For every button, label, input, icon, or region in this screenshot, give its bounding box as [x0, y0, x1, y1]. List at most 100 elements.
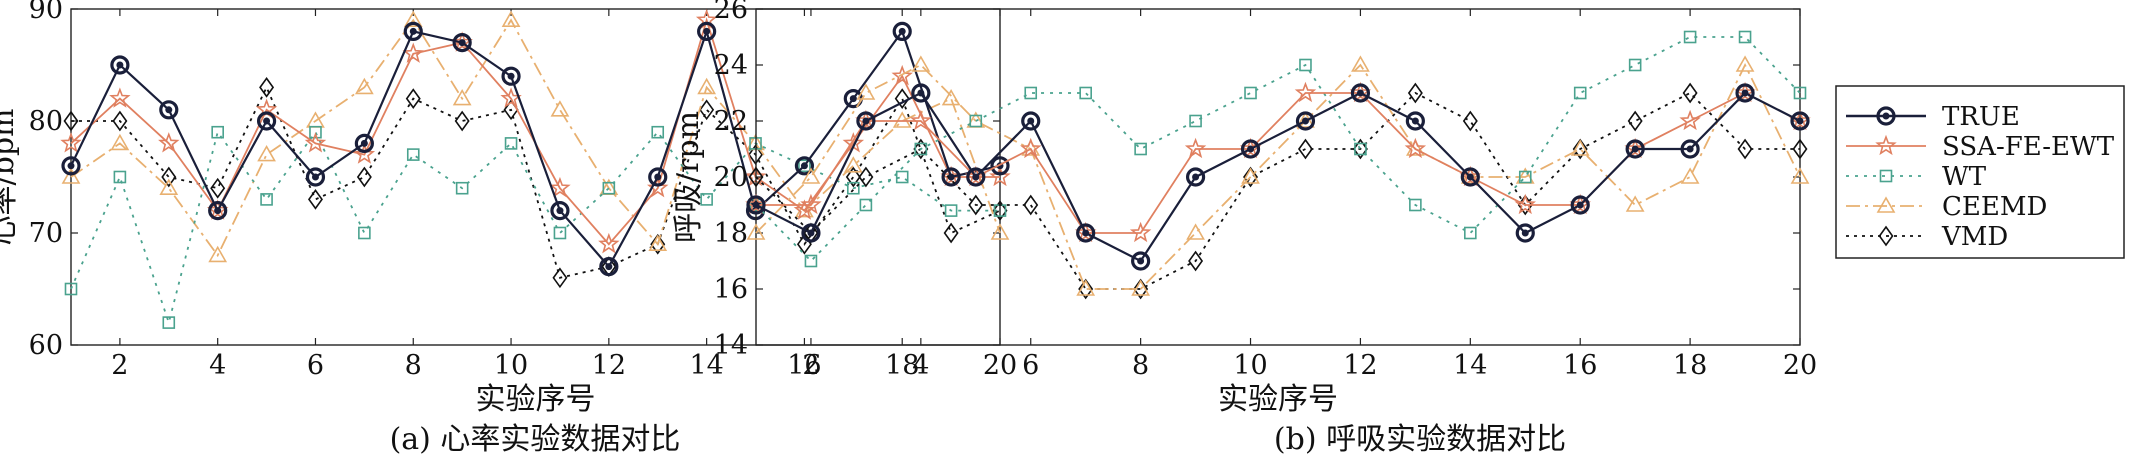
hr-point-true	[648, 167, 668, 187]
hr-point-true-outer	[697, 21, 717, 41]
hr-point-true-outer	[256, 111, 277, 131]
rr-point-ceemd	[1735, 55, 1755, 72]
legend-entry-wt: WT	[1846, 162, 1987, 192]
rr-point-true-inner	[1082, 229, 1090, 237]
hr-series-true	[61, 21, 1010, 277]
hr-point-wt	[651, 125, 665, 139]
hr-x-axis-label: 实验序号	[476, 382, 596, 417]
hr-point-true	[354, 133, 374, 153]
hr-point-true-outer	[648, 167, 668, 187]
hr-point-wt	[895, 170, 909, 184]
rr-xtick-label: 12	[1343, 350, 1377, 381]
rr-point-ceemd	[1570, 139, 1590, 156]
rr-point-true-inner	[1576, 201, 1584, 209]
legend-entry-true: TRUE	[1846, 102, 2020, 132]
hr-y-axis-label: 心率/bpm	[0, 109, 21, 246]
hr-point-ceemd	[354, 77, 374, 95]
hr-point-ceemd	[697, 77, 717, 95]
rr-ytick-label: 20	[714, 162, 748, 193]
hr-point-true-inner	[67, 162, 75, 170]
rr-point-true-outer	[1350, 83, 1371, 103]
rr-point-true-inner	[1247, 145, 1255, 153]
rr-line-ceemd	[755, 62, 1801, 290]
hr-point-true	[256, 111, 277, 131]
hr-xtick-label: 8	[405, 350, 422, 381]
rr-series-ceemd	[746, 55, 1810, 296]
hr-point-vmd	[210, 177, 226, 199]
rr-point-wt	[1079, 86, 1092, 100]
hr-point-wt	[309, 125, 322, 139]
hr-point-ssa-fe-ewt	[989, 165, 1011, 187]
rr-point-wt	[1683, 30, 1697, 44]
rr-point-true-inner	[972, 173, 980, 181]
hr-point-true-outer	[941, 167, 961, 187]
hr-point-true	[110, 55, 130, 75]
hr-point-vmd	[307, 189, 323, 210]
hr-point-true-inner	[165, 106, 173, 114]
rr-point-wt	[1628, 58, 1642, 72]
rr-point-ceemd	[1021, 139, 1041, 156]
hr-point-true-inner	[360, 139, 368, 147]
rr-point-vmd	[1462, 110, 1478, 132]
legend-marker-vmd	[1878, 225, 1894, 247]
legend-entry-ssa-fe-ewt: SSA-FE-EWT	[1846, 132, 2115, 162]
rr-point-vmd	[1737, 138, 1753, 160]
rr-point-true-outer	[1021, 111, 1041, 131]
hr-point-wt	[553, 226, 567, 240]
hr-line-ceemd	[70, 18, 1001, 258]
rr-point-ssa-fe-ewt	[1514, 193, 1536, 215]
hr-point-true	[501, 66, 521, 86]
rr-point-vmd	[1792, 138, 1808, 160]
rr-point-ceemd	[1241, 167, 1260, 184]
hr-xtick-label: 14	[689, 350, 723, 381]
hr-series-ssa-fe-ewt	[60, 8, 1011, 254]
hr-point-wt	[406, 148, 420, 161]
rr-point-true-inner	[1686, 145, 1694, 153]
legend-label-ceemd: CEEMD	[1942, 192, 2047, 222]
hr-point-ssa-fe-ewt	[891, 64, 913, 86]
hr-point-true-inner	[214, 207, 222, 215]
hr-point-ceemd	[61, 167, 81, 184]
rr-xtick-label: 2	[802, 350, 819, 381]
rr-point-vmd	[748, 166, 764, 188]
rr-series-true	[746, 83, 1810, 271]
hr-point-true-inner	[116, 61, 124, 69]
rr-point-ssa-fe-ewt	[1294, 81, 1317, 103]
hr-point-true	[794, 156, 815, 176]
hr-point-vmd	[894, 88, 910, 109]
rr-point-ceemd	[1131, 279, 1151, 296]
hr-point-true-inner	[654, 173, 662, 181]
rr-point-ssa-fe-ewt	[1184, 137, 1207, 159]
rr-point-true	[1790, 111, 1810, 131]
hr-point-ssa-fe-ewt	[109, 87, 131, 108]
hr-point-true	[892, 21, 912, 41]
rr-point-true-inner	[1466, 173, 1474, 181]
hr-point-ssa-fe-ewt	[60, 132, 82, 153]
hr-point-true-outer	[550, 201, 570, 221]
hr-point-ceemd	[550, 100, 570, 117]
legend-label-ssa-fe-ewt: SSA-FE-EWT	[1942, 132, 2115, 162]
rr-point-true-inner	[917, 89, 925, 97]
hr-point-ssa-fe-ewt	[402, 42, 424, 63]
rr-point-wt	[1299, 58, 1312, 72]
hr-point-ssa-fe-ewt	[353, 143, 376, 164]
hr-point-vmd	[650, 233, 666, 255]
hr-point-true	[61, 156, 81, 176]
legend-marker-true	[1876, 106, 1896, 126]
rr-point-true-inner	[1796, 117, 1804, 125]
hr-ytick-label: 90	[29, 0, 63, 25]
legend-marker-true-outer	[1876, 106, 1896, 126]
hr-point-ceemd	[257, 144, 276, 162]
hr-point-true-inner	[507, 72, 515, 80]
caption-a-prefix: (a)	[389, 422, 431, 457]
hr-point-vmd	[63, 110, 79, 132]
hr-point-true-inner	[800, 162, 808, 170]
legend-label-wt: WT	[1942, 162, 1987, 192]
hr-point-ceemd	[452, 88, 472, 106]
rr-ytick-label: 24	[714, 50, 748, 81]
rr-point-true-inner	[1137, 257, 1145, 265]
hr-point-true-inner	[263, 117, 271, 125]
hr-point-vmd	[992, 200, 1008, 221]
rr-point-wt	[1244, 86, 1257, 100]
